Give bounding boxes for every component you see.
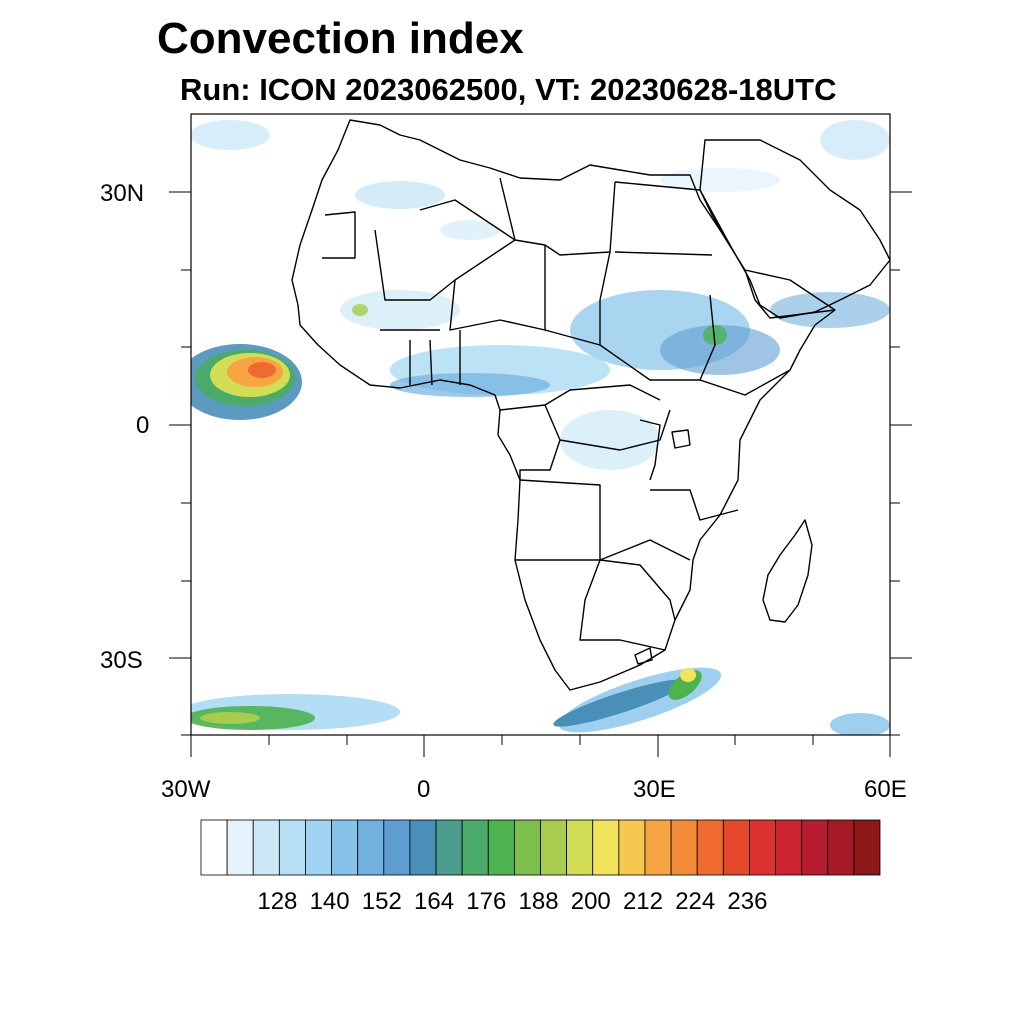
colorbar-label: 200	[570, 888, 611, 915]
convection-area	[352, 304, 368, 316]
colorbar-swatch	[775, 819, 803, 876]
colorbar-label: 176	[466, 888, 507, 915]
colorbar-swatch	[827, 819, 855, 876]
convection-area	[191, 120, 270, 150]
convection-area	[200, 712, 260, 724]
colorbar-swatch	[540, 819, 568, 876]
colorbar-label: 212	[622, 888, 663, 915]
lesotho-border	[634, 647, 653, 665]
colorbar-swatch	[409, 819, 437, 876]
madagascar-coastline	[762, 519, 813, 623]
colorbar-swatch	[749, 819, 776, 876]
colorbar-label: 128	[257, 888, 298, 915]
colorbar-label: 164	[414, 888, 455, 915]
country-border	[699, 189, 836, 311]
country-border	[449, 245, 546, 331]
chart-subtitle: Run: ICON 2023062500, VT: 20230628-18UTC	[180, 72, 837, 107]
colorbar-swatch	[696, 819, 724, 876]
colorbar-swatch	[435, 819, 463, 876]
country-border	[499, 177, 616, 256]
convection-area	[440, 220, 500, 240]
colorbar-swatch	[200, 819, 228, 876]
lon-label-0: 0	[417, 776, 431, 803]
colorbar-swatch	[644, 819, 672, 876]
convection-area	[248, 362, 276, 378]
country-border	[499, 384, 661, 411]
africa-coastline	[291, 119, 836, 691]
lat-label-30n: 30N	[100, 180, 145, 207]
lat-label-0: 0	[136, 412, 150, 439]
colorbar-swatch	[383, 819, 411, 876]
country-border	[515, 559, 666, 651]
colorbar-swatch	[801, 819, 829, 876]
colorbar-swatch	[252, 819, 280, 876]
convection-area	[820, 120, 890, 160]
country-border	[599, 559, 676, 621]
colorbar-swatch	[278, 819, 306, 876]
country-border	[614, 181, 713, 256]
colorbar-label: 188	[518, 888, 559, 915]
colorbar-label: 224	[675, 888, 716, 915]
country-border	[650, 489, 739, 521]
country-border	[544, 251, 611, 346]
colorbar-label: 236	[727, 888, 768, 915]
convection-area	[560, 410, 660, 470]
colorbar-swatch	[357, 819, 385, 876]
lon-label-30w: 30W	[161, 776, 211, 803]
chart-title: Convection index	[157, 14, 524, 63]
colorbar-swatch	[487, 819, 515, 876]
convection-area	[703, 325, 727, 345]
axis-ticks	[169, 191, 912, 757]
coastlines-borders	[291, 119, 890, 691]
country-border	[559, 409, 671, 451]
country-border	[699, 369, 791, 396]
colorbar-swatch	[566, 819, 594, 876]
colorbar-swatch	[618, 819, 646, 876]
convection-area	[660, 325, 780, 375]
colorbar-swatch	[722, 819, 750, 876]
colorbar-swatch	[670, 819, 698, 876]
colorbar-label: 140	[309, 888, 350, 915]
convection-area	[680, 668, 696, 682]
convection-area	[660, 168, 780, 192]
colorbar-swatch	[513, 819, 541, 876]
colorbar-label: 152	[361, 888, 402, 915]
colorbar-swatch	[592, 819, 620, 876]
country-border	[322, 211, 356, 259]
convection-area	[830, 713, 890, 735]
lon-label-60e: 60E	[864, 776, 907, 803]
colorbar-swatch	[331, 819, 359, 876]
convection-area	[553, 679, 687, 727]
lat-label-30s: 30S	[100, 647, 143, 674]
colorbar-swatch	[461, 819, 489, 876]
country-border	[519, 404, 561, 480]
country-border	[380, 329, 461, 386]
colorbar-swatch	[226, 819, 254, 876]
lake-victoria	[671, 429, 691, 449]
country-border	[639, 419, 661, 481]
convection-area	[355, 181, 445, 209]
colorbar-swatch	[305, 819, 332, 876]
colorbar-swatch	[853, 819, 881, 876]
lon-label-30e: 30E	[633, 776, 676, 803]
